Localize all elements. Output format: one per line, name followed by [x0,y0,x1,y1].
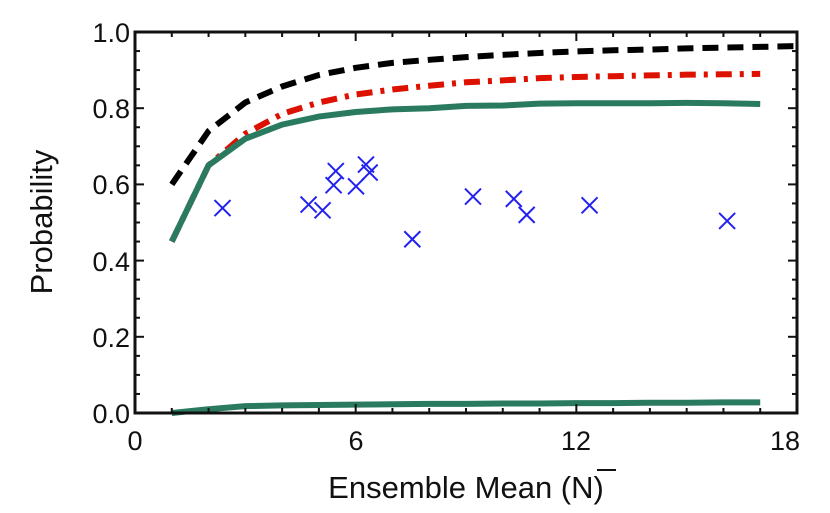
series-line-dashed [169,43,798,187]
y-tick-label: 0.2 [92,323,130,353]
axis-ticks [134,31,798,414]
x-tick-label: 12 [561,426,591,456]
y-axis-label: Probability [24,149,59,294]
y-tick-label: 1.0 [92,18,130,48]
plot-marks [169,43,798,416]
y-tick-label: 0.4 [92,247,130,277]
x-tick-label: 18 [770,426,800,456]
y-tick-label: 0.6 [92,170,130,200]
x-tick-label: 0 [127,426,142,456]
x-tick-label: 6 [348,426,363,456]
scatter-point [313,201,332,220]
plot-frame [133,30,799,415]
scatter-point [360,163,379,182]
scatter-point [347,177,365,196]
scatter-point [505,190,523,208]
x-axis-label: Ensemble Mean (N) [328,470,604,505]
series-line-dashdot [169,70,761,243]
scatter-point [580,196,599,215]
scatter-point [718,212,736,230]
series-line-solid [171,399,761,416]
scatter-point [403,230,422,248]
scatter-point [464,187,482,206]
scatter-point [517,206,536,224]
series-line-solid [169,99,761,243]
y-tick-label: 0.0 [92,399,130,429]
scatter-point [213,199,232,217]
scatter-point [324,176,343,194]
scatter-point [299,195,318,214]
scatter-point [327,162,345,180]
y-tick-label: 0.8 [92,94,130,124]
